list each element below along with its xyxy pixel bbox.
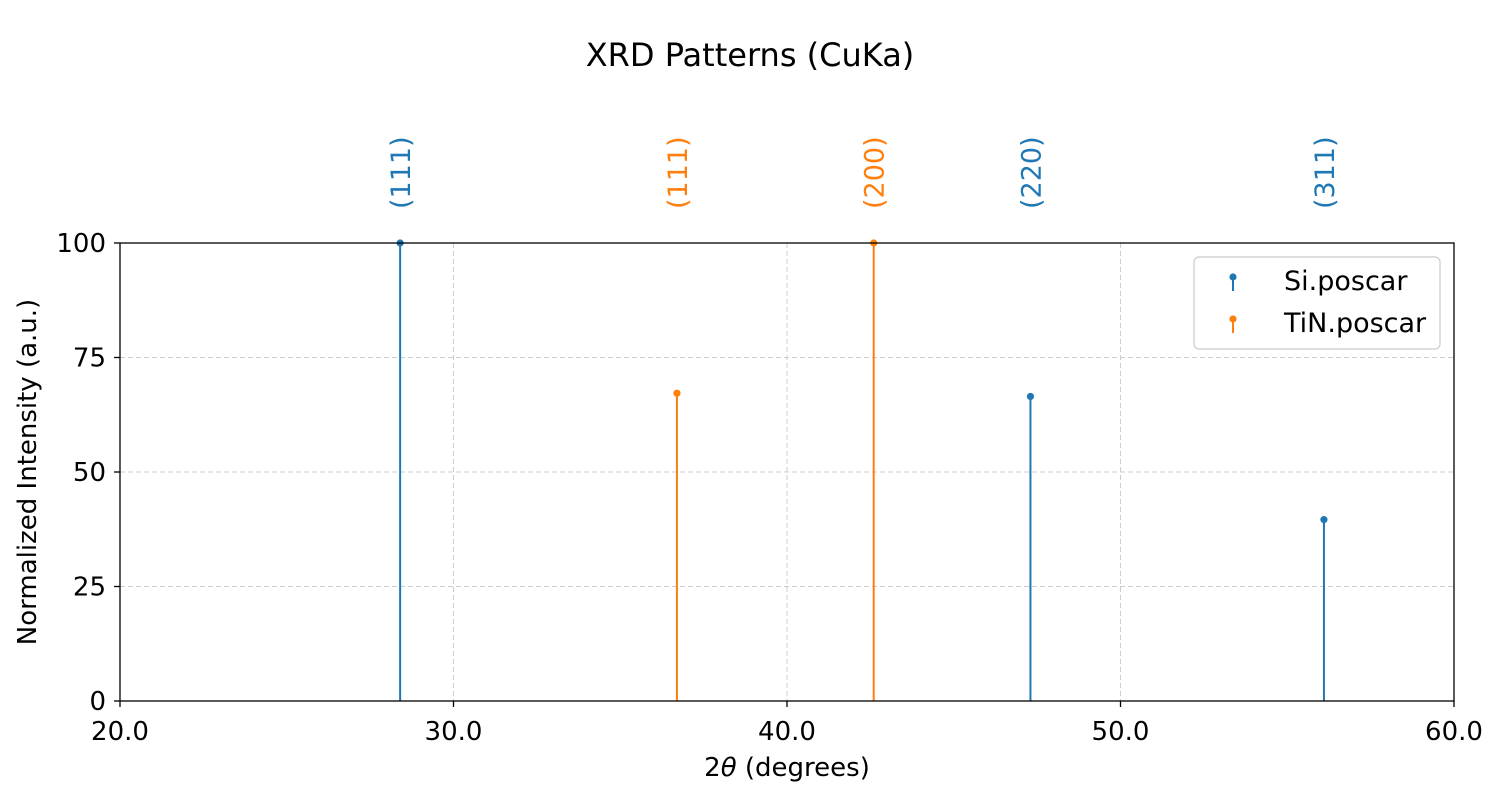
y-axis-label: Normalized Intensity (a.u.) <box>13 299 43 645</box>
peak-label: (111) <box>663 136 694 209</box>
x-tick-label: 30.0 <box>425 717 483 747</box>
legend-label: TiN.poscar <box>1283 308 1427 339</box>
x-tick-label: 40.0 <box>758 717 816 747</box>
x-tick-label: 60.0 <box>1425 717 1483 747</box>
peak-labels: (111) (220) (311) (111) (200) <box>386 136 1341 209</box>
grid <box>120 243 1454 701</box>
peak-label: (220) <box>1016 136 1047 209</box>
peak-label: (111) <box>386 136 417 209</box>
x-tick-label: 50.0 <box>1092 717 1150 747</box>
x-tick-label: 20.0 <box>91 717 149 747</box>
y-tick-label: 0 <box>89 687 106 717</box>
axis-ticks: 20.0 30.0 40.0 50.0 60.0 0 25 50 75 100 <box>56 229 1483 747</box>
legend-marker-icon <box>1229 315 1237 323</box>
y-tick-label: 25 <box>73 573 106 603</box>
peak-marker <box>1320 516 1328 524</box>
y-tick-label: 75 <box>73 344 106 374</box>
peak-marker <box>1026 392 1035 401</box>
peak-marker <box>673 389 681 397</box>
x-axis-label: 2θ (degrees) <box>704 753 870 783</box>
legend-box <box>1193 256 1441 350</box>
legend: Si.poscar TiN.poscar <box>1193 256 1441 350</box>
chart-title: XRD Patterns (CuKa) <box>586 36 915 74</box>
peak-label: (200) <box>860 136 891 209</box>
y-tick-label: 100 <box>56 229 106 259</box>
y-tick-label: 50 <box>73 458 106 488</box>
peak-stems <box>396 239 1328 701</box>
legend-marker-icon <box>1229 273 1237 281</box>
peak-label: (311) <box>1310 136 1341 209</box>
legend-label: Si.poscar <box>1284 266 1408 297</box>
